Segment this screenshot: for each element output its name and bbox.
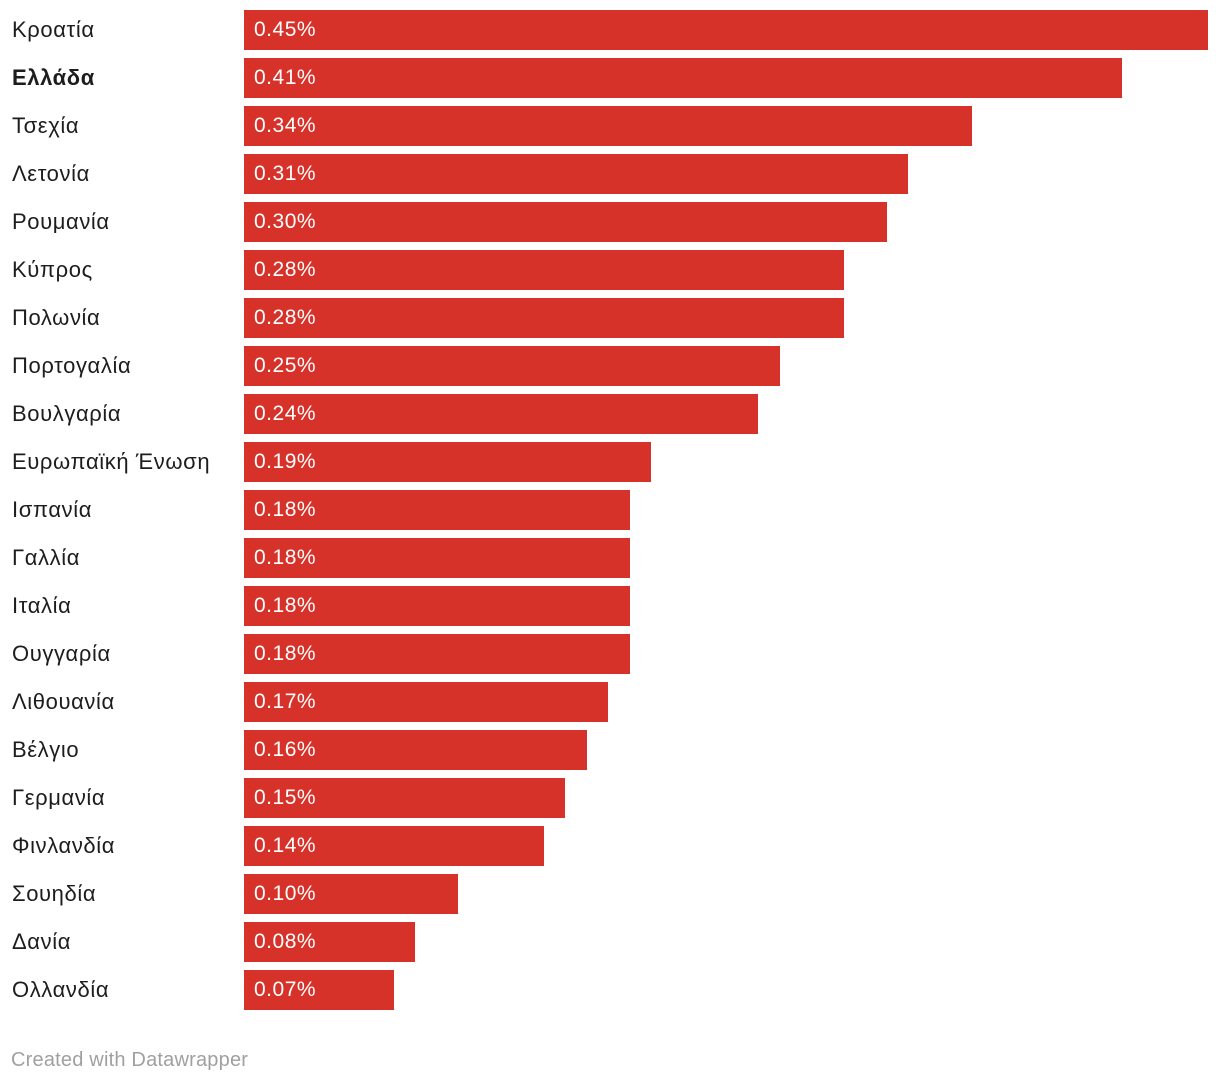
value-label: 0.18%: [254, 642, 317, 665]
bar: [244, 346, 780, 386]
category-label: Δανία: [12, 929, 72, 954]
bar: [244, 922, 415, 962]
bar: [244, 826, 544, 866]
value-label: 0.28%: [254, 306, 317, 329]
value-label: 0.25%: [254, 354, 317, 377]
bar-row: Γερμανία 0.15%: [0, 778, 1220, 818]
bar-row: Γαλλία 0.18%: [0, 538, 1220, 578]
bar: [244, 250, 844, 290]
bar: [244, 394, 758, 434]
category-label: Βέλγιο: [12, 737, 80, 762]
bar-row: Κροατία 0.45%: [0, 10, 1220, 50]
bar-row: Ευρωπαϊκή Ένωση 0.19%: [0, 442, 1220, 482]
bar-row: Δανία 0.08%: [0, 922, 1220, 962]
bar: [244, 490, 630, 530]
category-label: Λετονία: [12, 161, 90, 186]
bar: [244, 778, 565, 818]
bar: [244, 154, 908, 194]
category-label: Λιθουανία: [12, 689, 115, 714]
category-label: Ευρωπαϊκή Ένωση: [12, 449, 211, 474]
category-label: Πολωνία: [12, 305, 101, 330]
category-label: Τσεχία: [12, 113, 80, 138]
bar-row: Ισπανία 0.18%: [0, 490, 1220, 530]
value-label: 0.31%: [254, 162, 317, 185]
category-label: Κύπρος: [12, 257, 93, 282]
category-label: Ιταλία: [12, 593, 72, 618]
bar-row: Τσεχία 0.34%: [0, 106, 1220, 146]
category-label: Ισπανία: [12, 497, 93, 522]
bar-row: Ιταλία 0.18%: [0, 586, 1220, 626]
value-label: 0.24%: [254, 402, 317, 425]
value-label: 0.34%: [254, 114, 317, 137]
bar-row: Πολωνία 0.28%: [0, 298, 1220, 338]
value-label: 0.14%: [254, 834, 317, 857]
bar: [244, 586, 630, 626]
bar: [244, 538, 630, 578]
value-label: 0.08%: [254, 930, 317, 953]
category-label: Βουλγαρία: [12, 401, 122, 426]
bar: [244, 58, 1122, 98]
bar-row: Ουγγαρία 0.18%: [0, 634, 1220, 674]
value-label: 0.28%: [254, 258, 317, 281]
value-label: 0.30%: [254, 210, 317, 233]
value-label: 0.19%: [254, 450, 317, 473]
bar-row: Πορτογαλία 0.25%: [0, 346, 1220, 386]
bar: [244, 970, 394, 1010]
bar-row: Ολλανδία 0.07%: [0, 970, 1220, 1010]
bar-chart: Κροατία 0.45% Ελλάδα 0.41% Τσεχία 0.34% Λετονί…: [0, 10, 1220, 1010]
value-label: 0.15%: [254, 786, 317, 809]
bar: [244, 682, 608, 722]
datawrapper-credit: Created with Datawrapper: [11, 1049, 249, 1071]
bar: [244, 634, 630, 674]
category-label: Φινλανδία: [12, 833, 116, 858]
bar-row: Λετονία 0.31%: [0, 154, 1220, 194]
bar: [244, 442, 651, 482]
value-label: 0.17%: [254, 690, 317, 713]
bar: [244, 106, 972, 146]
category-label: Σουηδία: [12, 881, 97, 906]
category-label: Γαλλία: [12, 545, 81, 570]
bar-row: Βέλγιο 0.16%: [0, 730, 1220, 770]
bar-row: Ελλάδα 0.41%: [0, 58, 1220, 98]
bar: [244, 874, 458, 914]
value-label: 0.18%: [254, 594, 317, 617]
bar-row: Ρουμανία 0.30%: [0, 202, 1220, 242]
value-label: 0.07%: [254, 978, 317, 1001]
category-label: Ουγγαρία: [12, 641, 111, 666]
category-label: Ρουμανία: [12, 209, 110, 234]
bar-row: Βουλγαρία 0.24%: [0, 394, 1220, 434]
bar: [244, 298, 844, 338]
category-label: Κροατία: [12, 17, 95, 42]
bar: [244, 730, 587, 770]
bar: [244, 202, 887, 242]
bar-row: Σουηδία 0.10%: [0, 874, 1220, 914]
value-label: 0.10%: [254, 882, 317, 905]
value-label: 0.18%: [254, 498, 317, 521]
bar-row: Λιθουανία 0.17%: [0, 682, 1220, 722]
bar: [244, 10, 1208, 50]
category-label: Γερμανία: [12, 785, 106, 810]
category-label: Ελλάδα: [12, 65, 95, 90]
value-label: 0.16%: [254, 738, 317, 761]
category-label: Ολλανδία: [12, 977, 110, 1002]
category-label: Πορτογαλία: [12, 353, 132, 378]
bar-row: Φινλανδία 0.14%: [0, 826, 1220, 866]
value-label: 0.18%: [254, 546, 317, 569]
bar-row: Κύπρος 0.28%: [0, 250, 1220, 290]
value-label: 0.45%: [254, 18, 317, 41]
value-label: 0.41%: [254, 66, 317, 89]
